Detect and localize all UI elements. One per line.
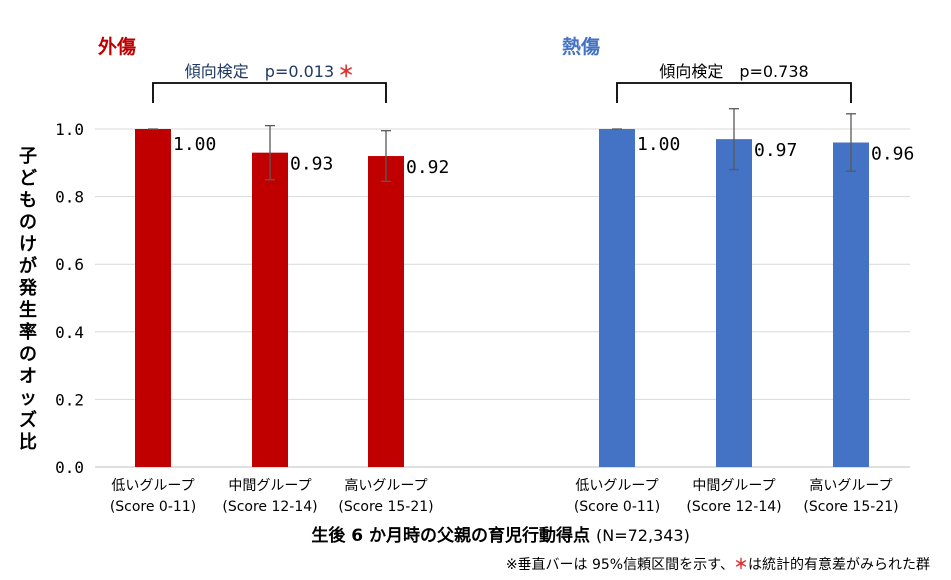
trend-bracket — [616, 82, 852, 103]
value-label: 1.00 — [173, 134, 216, 155]
significance-star: ＊ — [338, 62, 354, 81]
y-tick-label: 1.0 — [55, 120, 84, 139]
error-bars — [148, 108, 856, 183]
value-label: 0.93 — [290, 154, 333, 175]
trend-test-label: 傾向検定 p=0.738 — [659, 62, 808, 81]
y-axis-label-char: ど — [19, 168, 37, 189]
value-label: 1.00 — [637, 134, 680, 155]
y-axis-label-char: も — [19, 190, 37, 211]
y-axis-label-char: の — [19, 212, 37, 233]
category-labels: 低いグループ (Score 0-11) 中間グループ (Score 12-14) 高いグ… — [110, 477, 899, 515]
category-sublabel: (Score 0-11) — [574, 499, 660, 515]
y-axis-label-char: オ — [19, 366, 37, 387]
category-sublabel: (Score 0-11) — [110, 499, 196, 515]
group-titles: 外傷 熱傷 — [98, 35, 600, 58]
category-label: 高いグループ — [344, 477, 427, 494]
footnote-star: ＊ — [734, 557, 748, 573]
y-axis-label-char: 率 — [19, 321, 37, 343]
category-label: 中間グループ — [692, 478, 775, 494]
y-axis-label-char: が — [19, 255, 37, 277]
category-sublabel: (Score 15-21) — [803, 499, 898, 515]
trend-brackets: 傾向検定 p=0.013 ＊ 傾向検定 p=0.738 — [152, 62, 852, 103]
category-label: 低いグループ — [111, 478, 194, 494]
category-label: 高いグループ — [809, 477, 892, 494]
bars — [135, 129, 869, 468]
gridlines — [95, 128, 910, 468]
footnote: ※垂直バーは 95%信頼区間を示す、＊は統計的有意差がみられた群 — [506, 556, 930, 573]
y-axis-ticks: 0.0 0.2 0.4 0.6 0.8 1.0 — [55, 120, 84, 477]
group-title: 外傷 — [98, 35, 136, 58]
y-axis-label-char: 発 — [18, 277, 38, 299]
bar — [599, 129, 635, 467]
y-tick-label: 0.2 — [55, 390, 84, 409]
y-axis-label-char: 比 — [19, 432, 37, 453]
y-axis-label-char: 子 — [19, 146, 37, 167]
category-label: 中間グループ — [228, 478, 311, 494]
category-label: 低いグループ — [575, 478, 658, 494]
trend-test-text: 傾向検定 p=0.013 — [185, 62, 334, 81]
y-axis-label-char: の — [19, 344, 37, 365]
bar — [368, 156, 404, 468]
y-axis-label-char: ズ — [19, 409, 37, 431]
y-axis-label-char: け — [19, 234, 37, 255]
trend-bracket — [152, 82, 387, 103]
footnote-prefix: ※垂直バーは 95%信頼区間を示す、 — [506, 556, 734, 573]
category-sublabel: (Score 15-21) — [338, 499, 433, 515]
value-label: 0.92 — [406, 157, 449, 178]
value-label: 0.96 — [871, 144, 914, 165]
x-axis-label: 生後 6 か月時の父親の育児行動得点 — [311, 525, 590, 546]
value-label: 0.97 — [754, 140, 797, 161]
y-axis-label-char: ッ — [19, 388, 37, 409]
bar — [716, 139, 752, 467]
footnote-suffix: は統計的有意差がみられた群 — [748, 556, 930, 573]
y-tick-label: 0.0 — [55, 458, 84, 477]
trend-test-text: 傾向検定 p=0.738 — [659, 62, 808, 81]
category-sublabel: (Score 12-14) — [686, 499, 781, 515]
y-tick-label: 0.6 — [55, 255, 84, 274]
bar — [252, 152, 288, 467]
category-sublabel: (Score 12-14) — [222, 499, 317, 515]
y-axis-label-char: 生 — [19, 299, 37, 321]
x-axis-label-n: (N=72,343) — [596, 526, 690, 545]
bar — [135, 129, 171, 467]
value-labels: 1.00 0.93 0.92 1.00 0.97 0.96 — [173, 134, 914, 178]
group-title: 熱傷 — [562, 35, 600, 58]
bar — [833, 142, 869, 467]
y-tick-label: 0.4 — [55, 323, 84, 342]
y-tick-label: 0.8 — [55, 188, 84, 207]
trend-test-label: 傾向検定 p=0.013 ＊ — [185, 62, 354, 81]
